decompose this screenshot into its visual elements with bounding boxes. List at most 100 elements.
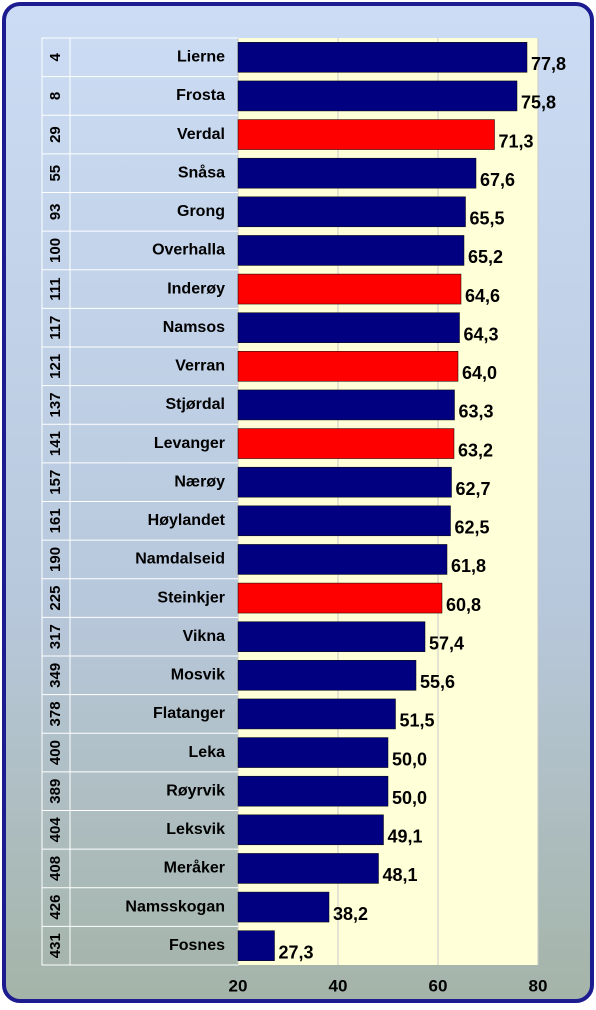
bar (237, 775, 389, 807)
bar (237, 351, 459, 382)
rank-label: 121 (47, 354, 64, 379)
category-label: Inderøy (167, 280, 225, 297)
bar (237, 157, 477, 189)
value-label: 60,8 (446, 595, 481, 615)
value-label: 49,1 (388, 827, 423, 847)
value-label: 38,2 (333, 904, 368, 924)
rank-label: 117 (47, 316, 64, 340)
x-tick-label: 60 (429, 976, 448, 995)
bar (237, 312, 460, 343)
bar (237, 660, 417, 691)
bar (237, 814, 384, 846)
rank-label: 225 (47, 586, 64, 611)
rank-label: 100 (47, 238, 64, 263)
value-label: 50,0 (392, 788, 427, 808)
value-label: 48,1 (383, 865, 418, 885)
rank-label: 317 (47, 624, 64, 649)
rank-label: 157 (47, 470, 64, 495)
value-label: 57,4 (429, 633, 464, 653)
bar (237, 42, 528, 73)
category-label: Snåsa (178, 163, 225, 181)
category-label: Steinkjer (157, 589, 225, 606)
value-label: 51,5 (400, 711, 435, 731)
rank-label: 431 (47, 933, 64, 958)
category-label: Leka (189, 744, 226, 761)
bar (237, 505, 451, 537)
rank-label: 8 (47, 92, 64, 100)
bar (237, 428, 455, 459)
value-label: 50,0 (392, 749, 427, 769)
bar (237, 853, 379, 884)
rank-label: 111 (47, 277, 64, 300)
bar (237, 235, 465, 266)
category-label: Levanger (154, 435, 225, 452)
bar (237, 582, 443, 614)
bar (237, 891, 330, 923)
category-label: Meråker (164, 859, 225, 877)
value-label: 63,2 (458, 440, 493, 460)
category-label: Grong (177, 203, 225, 220)
rank-label: 137 (47, 392, 64, 417)
bar (237, 389, 455, 421)
value-label: 77,8 (531, 54, 566, 74)
bar (237, 196, 466, 228)
value-label: 62,7 (456, 479, 491, 499)
x-tick-label: 40 (329, 976, 348, 995)
category-label: Verran (175, 358, 225, 375)
rank-label: 400 (47, 740, 64, 765)
rank-label: 190 (47, 547, 64, 572)
bar (237, 80, 518, 112)
category-label: Namdalseid (135, 551, 225, 568)
value-label: 27,3 (279, 942, 314, 962)
category-label: Nærøy (174, 473, 225, 490)
category-label: Namsos (163, 319, 225, 336)
bar (237, 119, 495, 150)
category-label: Leksvik (166, 821, 225, 838)
value-label: 55,6 (420, 672, 455, 692)
x-tick-label: 20 (229, 976, 248, 995)
value-label: 64,6 (465, 286, 500, 306)
category-label: Vikna (183, 628, 226, 645)
rank-label: 378 (47, 701, 64, 726)
rank-label: 161 (47, 508, 64, 533)
category-label: Namsskogan (125, 898, 225, 915)
plot-area (238, 38, 538, 965)
category-label: Frosta (176, 87, 225, 104)
value-label: 64,0 (462, 363, 497, 383)
category-label: Verdal (177, 126, 225, 143)
x-tick-label: 80 (529, 976, 548, 995)
value-label: 67,6 (480, 170, 515, 190)
category-label: Flatanger (153, 705, 225, 722)
bar (237, 544, 448, 575)
rank-label: 93 (47, 203, 64, 220)
category-label: Røyrvik (166, 782, 225, 799)
value-label: 65,5 (470, 209, 505, 229)
bar (237, 273, 462, 305)
category-label: Lierne (177, 49, 225, 66)
rank-label: 29 (47, 126, 64, 143)
bar (237, 698, 396, 730)
rank-label: 4 (47, 52, 64, 61)
category-label: Høylandet (148, 512, 226, 529)
rank-label: 426 (47, 895, 64, 920)
bar (237, 621, 426, 652)
value-label: 63,3 (459, 402, 494, 422)
rank-label: 404 (47, 817, 64, 843)
bar (237, 930, 275, 961)
bar (237, 466, 452, 498)
rank-label: 141 (47, 431, 64, 456)
category-label: Stjørdal (165, 396, 225, 413)
rank-label: 389 (47, 779, 64, 804)
value-label: 62,5 (455, 518, 490, 538)
category-label: Overhalla (152, 242, 225, 259)
value-label: 75,8 (521, 93, 556, 113)
rank-label: 349 (47, 663, 64, 688)
category-label: Fosnes (169, 937, 225, 954)
category-label: Mosvik (171, 667, 225, 684)
value-label: 71,3 (499, 131, 534, 151)
value-label: 61,8 (451, 556, 486, 576)
bar (237, 737, 389, 768)
rank-label: 55 (47, 165, 64, 182)
rank-label: 408 (47, 856, 64, 881)
